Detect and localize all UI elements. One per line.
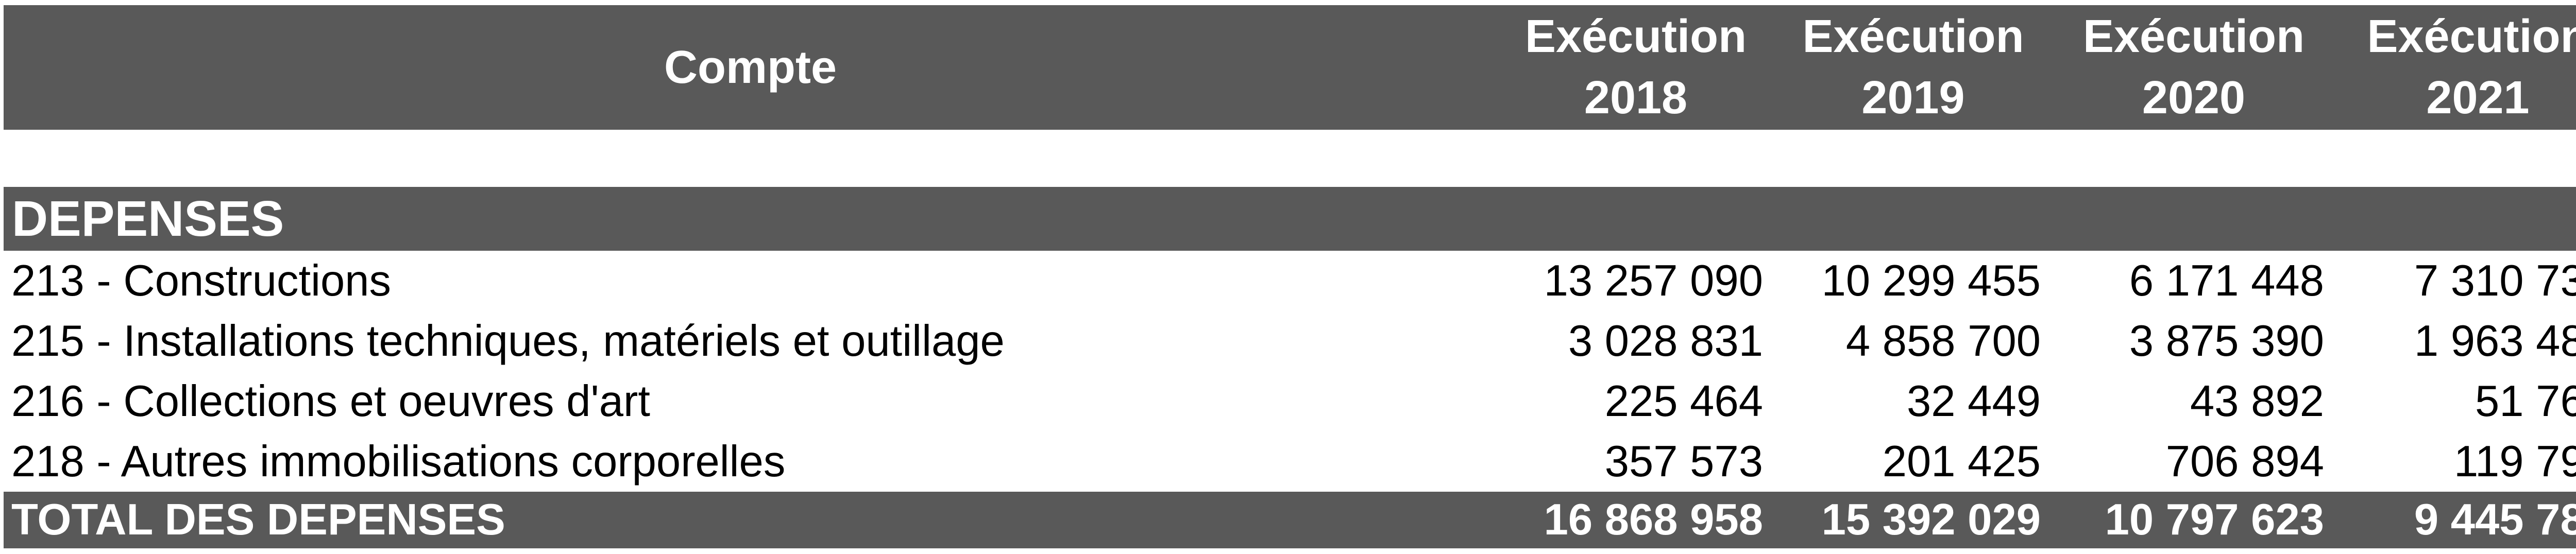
header-year-2019-line2: 2019 (1861, 72, 1965, 124)
total-label-cell: TOTAL DES DEPENSES (4, 492, 1497, 548)
header-year-2020-line1: Exécution (2082, 11, 2305, 62)
header-year-2020: Exécution 2020 (2052, 5, 2335, 130)
section-row-depenses: DEPENSES (4, 187, 2576, 251)
header-year-2021: Exécution 2021 (2335, 5, 2576, 130)
value-cell-2018: 225 464 (1497, 371, 1774, 431)
value-cell-2021: 119 793 (2335, 431, 2576, 492)
header-year-2020-line2: 2020 (2142, 72, 2246, 124)
budget-execution-table: Compte Exécution 2018 Exécution 2019 Exé… (4, 5, 2576, 548)
spreadsheet-table-container: Compte Exécution 2018 Exécution 2019 Exé… (4, 5, 2576, 548)
value-cell-2021: 1 963 487 (2335, 311, 2576, 371)
table-row-213: 213 - Constructions 13 257 090 10 299 45… (4, 251, 2576, 311)
header-year-2018-line2: 2018 (1584, 72, 1688, 124)
total-value-cell-2018: 16 868 958 (1497, 492, 1774, 548)
header-year-2019-line1: Exécution (1802, 11, 2024, 62)
header-compte-label: Compte (664, 41, 837, 93)
value-cell-2019: 10 299 455 (1774, 251, 2052, 311)
total-row: TOTAL DES DEPENSES 16 868 958 15 392 029… (4, 492, 2576, 548)
value-cell-2018: 3 028 831 (1497, 311, 1774, 371)
account-label-cell: 216 - Collections et oeuvres d'art (4, 371, 1497, 431)
total-value-cell-2020: 10 797 623 (2052, 492, 2335, 548)
total-value-cell-2021: 9 445 786 (2335, 492, 2576, 548)
total-value-cell-2019: 15 392 029 (1774, 492, 2052, 548)
header-year-2021-line2: 2021 (2426, 72, 2530, 124)
table-row-216: 216 - Collections et oeuvres d'art 225 4… (4, 371, 2576, 431)
section-title: DEPENSES (4, 187, 2576, 251)
value-cell-2018: 357 573 (1497, 431, 1774, 492)
value-cell-2019: 4 858 700 (1774, 311, 2052, 371)
header-compte: Compte (4, 5, 1497, 130)
value-cell-2020: 6 171 448 (2052, 251, 2335, 311)
table-header-row: Compte Exécution 2018 Exécution 2019 Exé… (4, 5, 2576, 130)
table-row-215: 215 - Installations techniques, matériel… (4, 311, 2576, 371)
account-label-cell: 218 - Autres immobilisations corporelles (4, 431, 1497, 492)
header-year-2018: Exécution 2018 (1497, 5, 1774, 130)
account-label-cell: 215 - Installations techniques, matériel… (4, 311, 1497, 371)
header-year-2018-line1: Exécution (1524, 11, 1747, 62)
value-cell-2019: 32 449 (1774, 371, 2052, 431)
value-cell-2018: 13 257 090 (1497, 251, 1774, 311)
header-year-2021-line1: Exécution (2367, 11, 2576, 62)
account-label-cell: 213 - Constructions (4, 251, 1497, 311)
value-cell-2020: 43 892 (2052, 371, 2335, 431)
value-cell-2020: 706 894 (2052, 431, 2335, 492)
value-cell-2019: 201 425 (1774, 431, 2052, 492)
table-row-218: 218 - Autres immobilisations corporelles… (4, 431, 2576, 492)
header-year-2019: Exécution 2019 (1774, 5, 2052, 130)
spacer-cell (4, 130, 2576, 187)
value-cell-2020: 3 875 390 (2052, 311, 2335, 371)
spacer-row (4, 130, 2576, 187)
value-cell-2021: 7 310 739 (2335, 251, 2576, 311)
value-cell-2021: 51 766 (2335, 371, 2576, 431)
